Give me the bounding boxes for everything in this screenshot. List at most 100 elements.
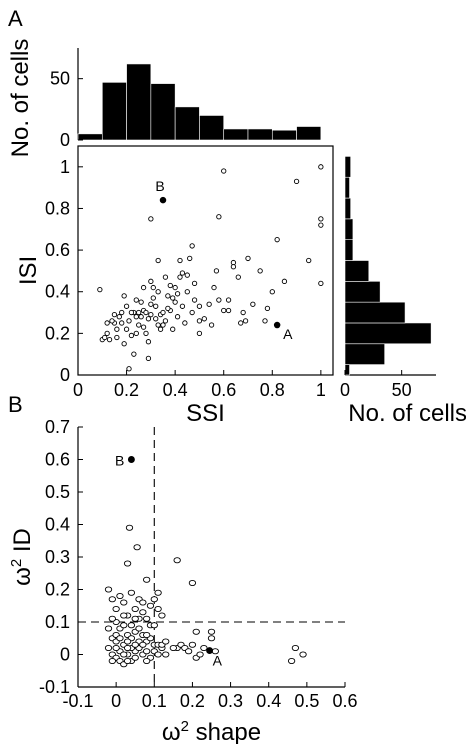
point-label: A	[213, 653, 223, 669]
x-tick-label: 0.6	[211, 380, 236, 400]
data-point	[120, 622, 128, 629]
data-point	[150, 596, 158, 603]
data-point	[318, 164, 324, 170]
y-tick-label: 0.8	[45, 198, 70, 218]
x-tick-label: 0	[111, 691, 121, 711]
data-point	[207, 635, 216, 642]
histogram-bar	[344, 364, 350, 376]
data-point	[170, 326, 176, 332]
data-point	[235, 274, 241, 280]
data-point	[174, 314, 181, 320]
x-tick-label: 50	[392, 380, 412, 400]
histogram-bar	[271, 129, 297, 141]
data-point	[145, 339, 152, 345]
x-tick-label: 0.8	[260, 380, 285, 400]
histogram-bar	[126, 63, 152, 141]
histogram-bar	[344, 156, 351, 178]
data-point	[201, 316, 207, 322]
data-point	[160, 322, 166, 328]
data-point	[104, 625, 113, 632]
data-point	[133, 297, 139, 303]
data-point	[162, 274, 169, 280]
data-point	[157, 326, 164, 332]
data-point	[143, 576, 151, 583]
data-point	[225, 297, 232, 303]
scatter-plot-a: 0 0.2 0.4 0.6 0.8 1 0 0.2 0.4 0.6 0.8 1 SSI ISI B A	[15, 145, 334, 427]
data-point	[318, 216, 324, 222]
data-point	[133, 314, 139, 320]
data-point	[126, 366, 132, 372]
x-tick-label: 0.1	[142, 691, 167, 711]
data-point	[123, 657, 132, 665]
data-point	[257, 268, 263, 274]
x-tick-label: 0	[73, 380, 83, 400]
data-point	[133, 544, 141, 551]
data-point	[155, 322, 161, 328]
scatter-plot-b: -0.1 0 0.1 0.2 0.3 0.4 0.5 0.6 -0.1 0 0.1 0.2 0.3 0.4…	[8, 417, 358, 744]
x-tick-label: 0.4	[256, 691, 281, 711]
data-point	[131, 615, 139, 622]
data-point	[143, 648, 151, 655]
data-point	[97, 286, 103, 293]
data-point	[140, 324, 147, 330]
data-point	[123, 326, 130, 332]
data-point	[264, 305, 271, 312]
data-point	[131, 351, 137, 357]
histogram-bar	[150, 83, 176, 141]
data-point	[155, 289, 161, 295]
data-point	[108, 657, 116, 665]
data-point	[150, 284, 156, 291]
data-point	[153, 316, 159, 322]
data-point	[274, 237, 280, 243]
data-point	[148, 311, 154, 318]
data-point	[133, 330, 139, 337]
x-tick-label: 0.5	[294, 691, 319, 711]
data-point	[281, 278, 288, 284]
data-point	[127, 589, 136, 596]
data-point	[184, 648, 193, 655]
data-point	[136, 322, 142, 328]
data-point	[104, 586, 113, 593]
x-tick-label: 1	[316, 380, 326, 400]
histogram-bar	[296, 126, 322, 141]
x-tick-label: 0.2	[114, 380, 139, 400]
data-point	[106, 336, 113, 343]
data-point	[128, 309, 135, 316]
data-point	[143, 631, 151, 639]
y-tick-label: 0	[60, 130, 70, 150]
data-point	[153, 303, 159, 309]
data-point	[114, 334, 120, 341]
y-tick-label: 0.3	[45, 547, 70, 567]
top-histogram: 0 50 No. of cells	[7, 39, 322, 157]
data-point	[126, 318, 132, 324]
data-point	[112, 644, 120, 652]
data-point	[138, 299, 144, 305]
data-point	[125, 524, 134, 531]
panel-label-b: B	[8, 392, 23, 417]
data-point	[145, 355, 152, 361]
data-point	[139, 609, 147, 616]
data-point	[128, 332, 135, 339]
highlighted-point-a	[273, 321, 281, 329]
data-point	[216, 214, 222, 220]
data-point	[143, 657, 151, 665]
data-point	[155, 257, 161, 264]
data-point	[242, 318, 249, 324]
data-point	[177, 274, 183, 280]
data-point	[238, 320, 244, 326]
data-point	[108, 615, 116, 622]
data-point	[208, 322, 215, 328]
data-point	[269, 289, 275, 295]
histogram-bar	[344, 197, 351, 220]
data-point	[200, 644, 208, 652]
data-point	[112, 605, 120, 613]
y-tick-label: 0.5	[45, 482, 70, 502]
data-point	[167, 282, 173, 289]
data-point	[148, 301, 154, 307]
data-point	[121, 341, 127, 347]
data-point	[221, 168, 227, 174]
data-point	[140, 284, 147, 291]
data-point	[221, 307, 227, 314]
histogram-bar	[174, 106, 200, 141]
x-tick-label: 0.4	[163, 380, 188, 400]
